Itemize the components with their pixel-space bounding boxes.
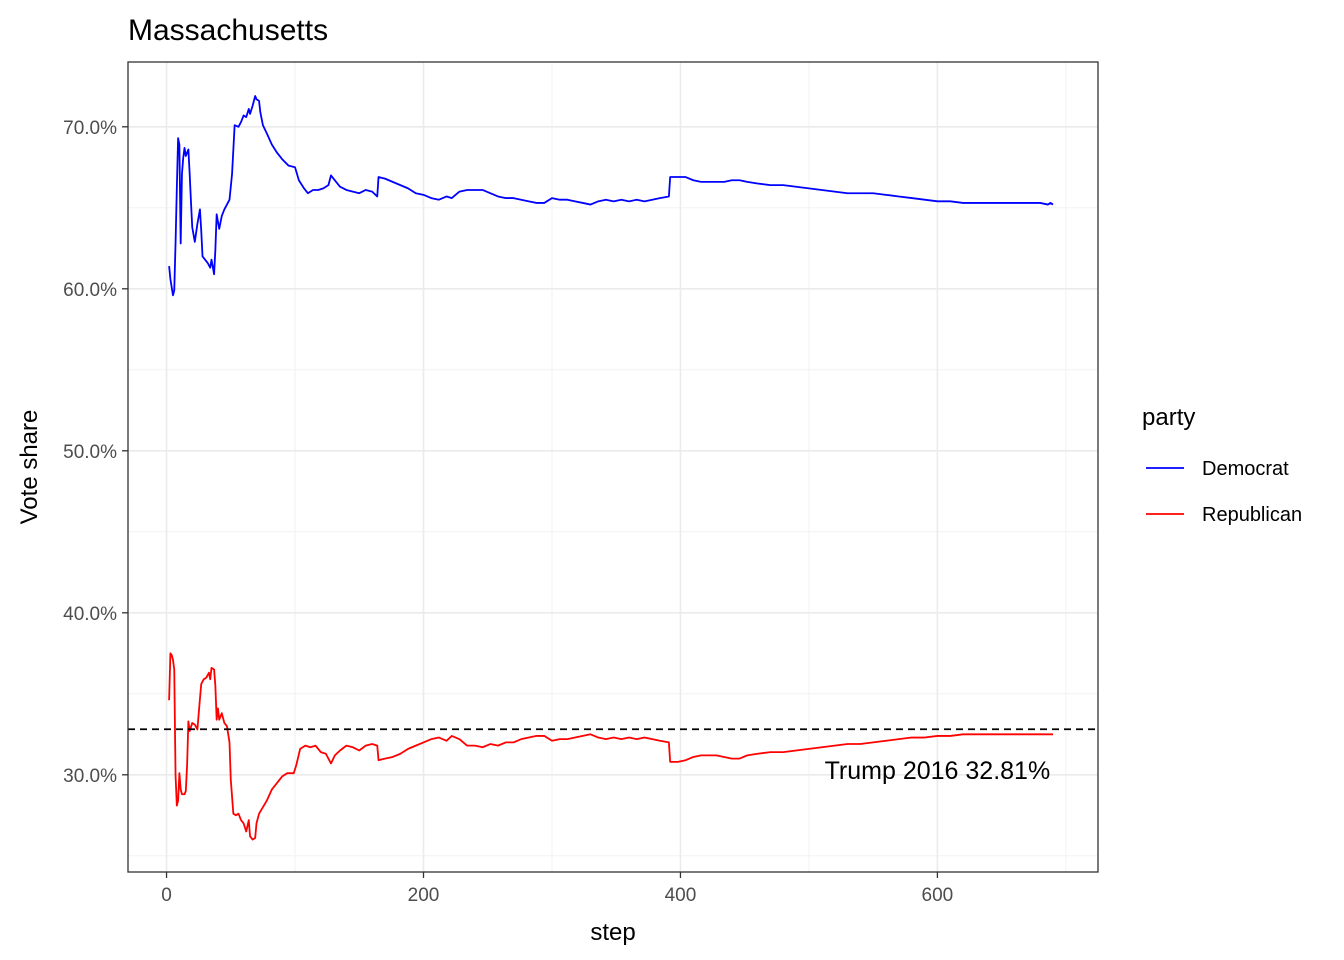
legend: party Democrat Republican — [1142, 404, 1302, 526]
x-tick-label: 200 — [408, 885, 440, 906]
grid-major — [128, 62, 1098, 872]
x-tick-label: 0 — [161, 885, 172, 906]
y-tick-label: 60.0% — [63, 280, 117, 301]
panel-border — [127, 61, 1099, 873]
y-tick-label: 70.0% — [63, 118, 117, 139]
x-axis-ticks: 0 200 400 600 — [161, 872, 953, 906]
x-tick-label: 400 — [665, 885, 697, 906]
x-axis-title: step — [590, 919, 635, 946]
chart-title: Massachusetts — [128, 14, 328, 47]
series-layer — [168, 95, 1054, 841]
y-tick-label: 30.0% — [63, 766, 117, 787]
series-line-republican — [168, 652, 1054, 841]
y-axis-title: Vote share — [16, 410, 43, 525]
y-tick-label: 40.0% — [63, 604, 117, 625]
series-line-democrat — [168, 95, 1054, 297]
y-tick-label: 50.0% — [63, 442, 117, 463]
legend-label-democrat: Democrat — [1202, 458, 1289, 480]
y-axis-ticks: 30.0% 40.0% 50.0% 60.0% 70.0% — [63, 118, 128, 787]
grid-minor — [128, 62, 1098, 872]
legend-title: party — [1142, 404, 1195, 431]
legend-label-republican: Republican — [1202, 504, 1302, 526]
x-tick-label: 600 — [922, 885, 954, 906]
trump-2016-annotation: Trump 2016 32.81% — [825, 757, 1051, 785]
